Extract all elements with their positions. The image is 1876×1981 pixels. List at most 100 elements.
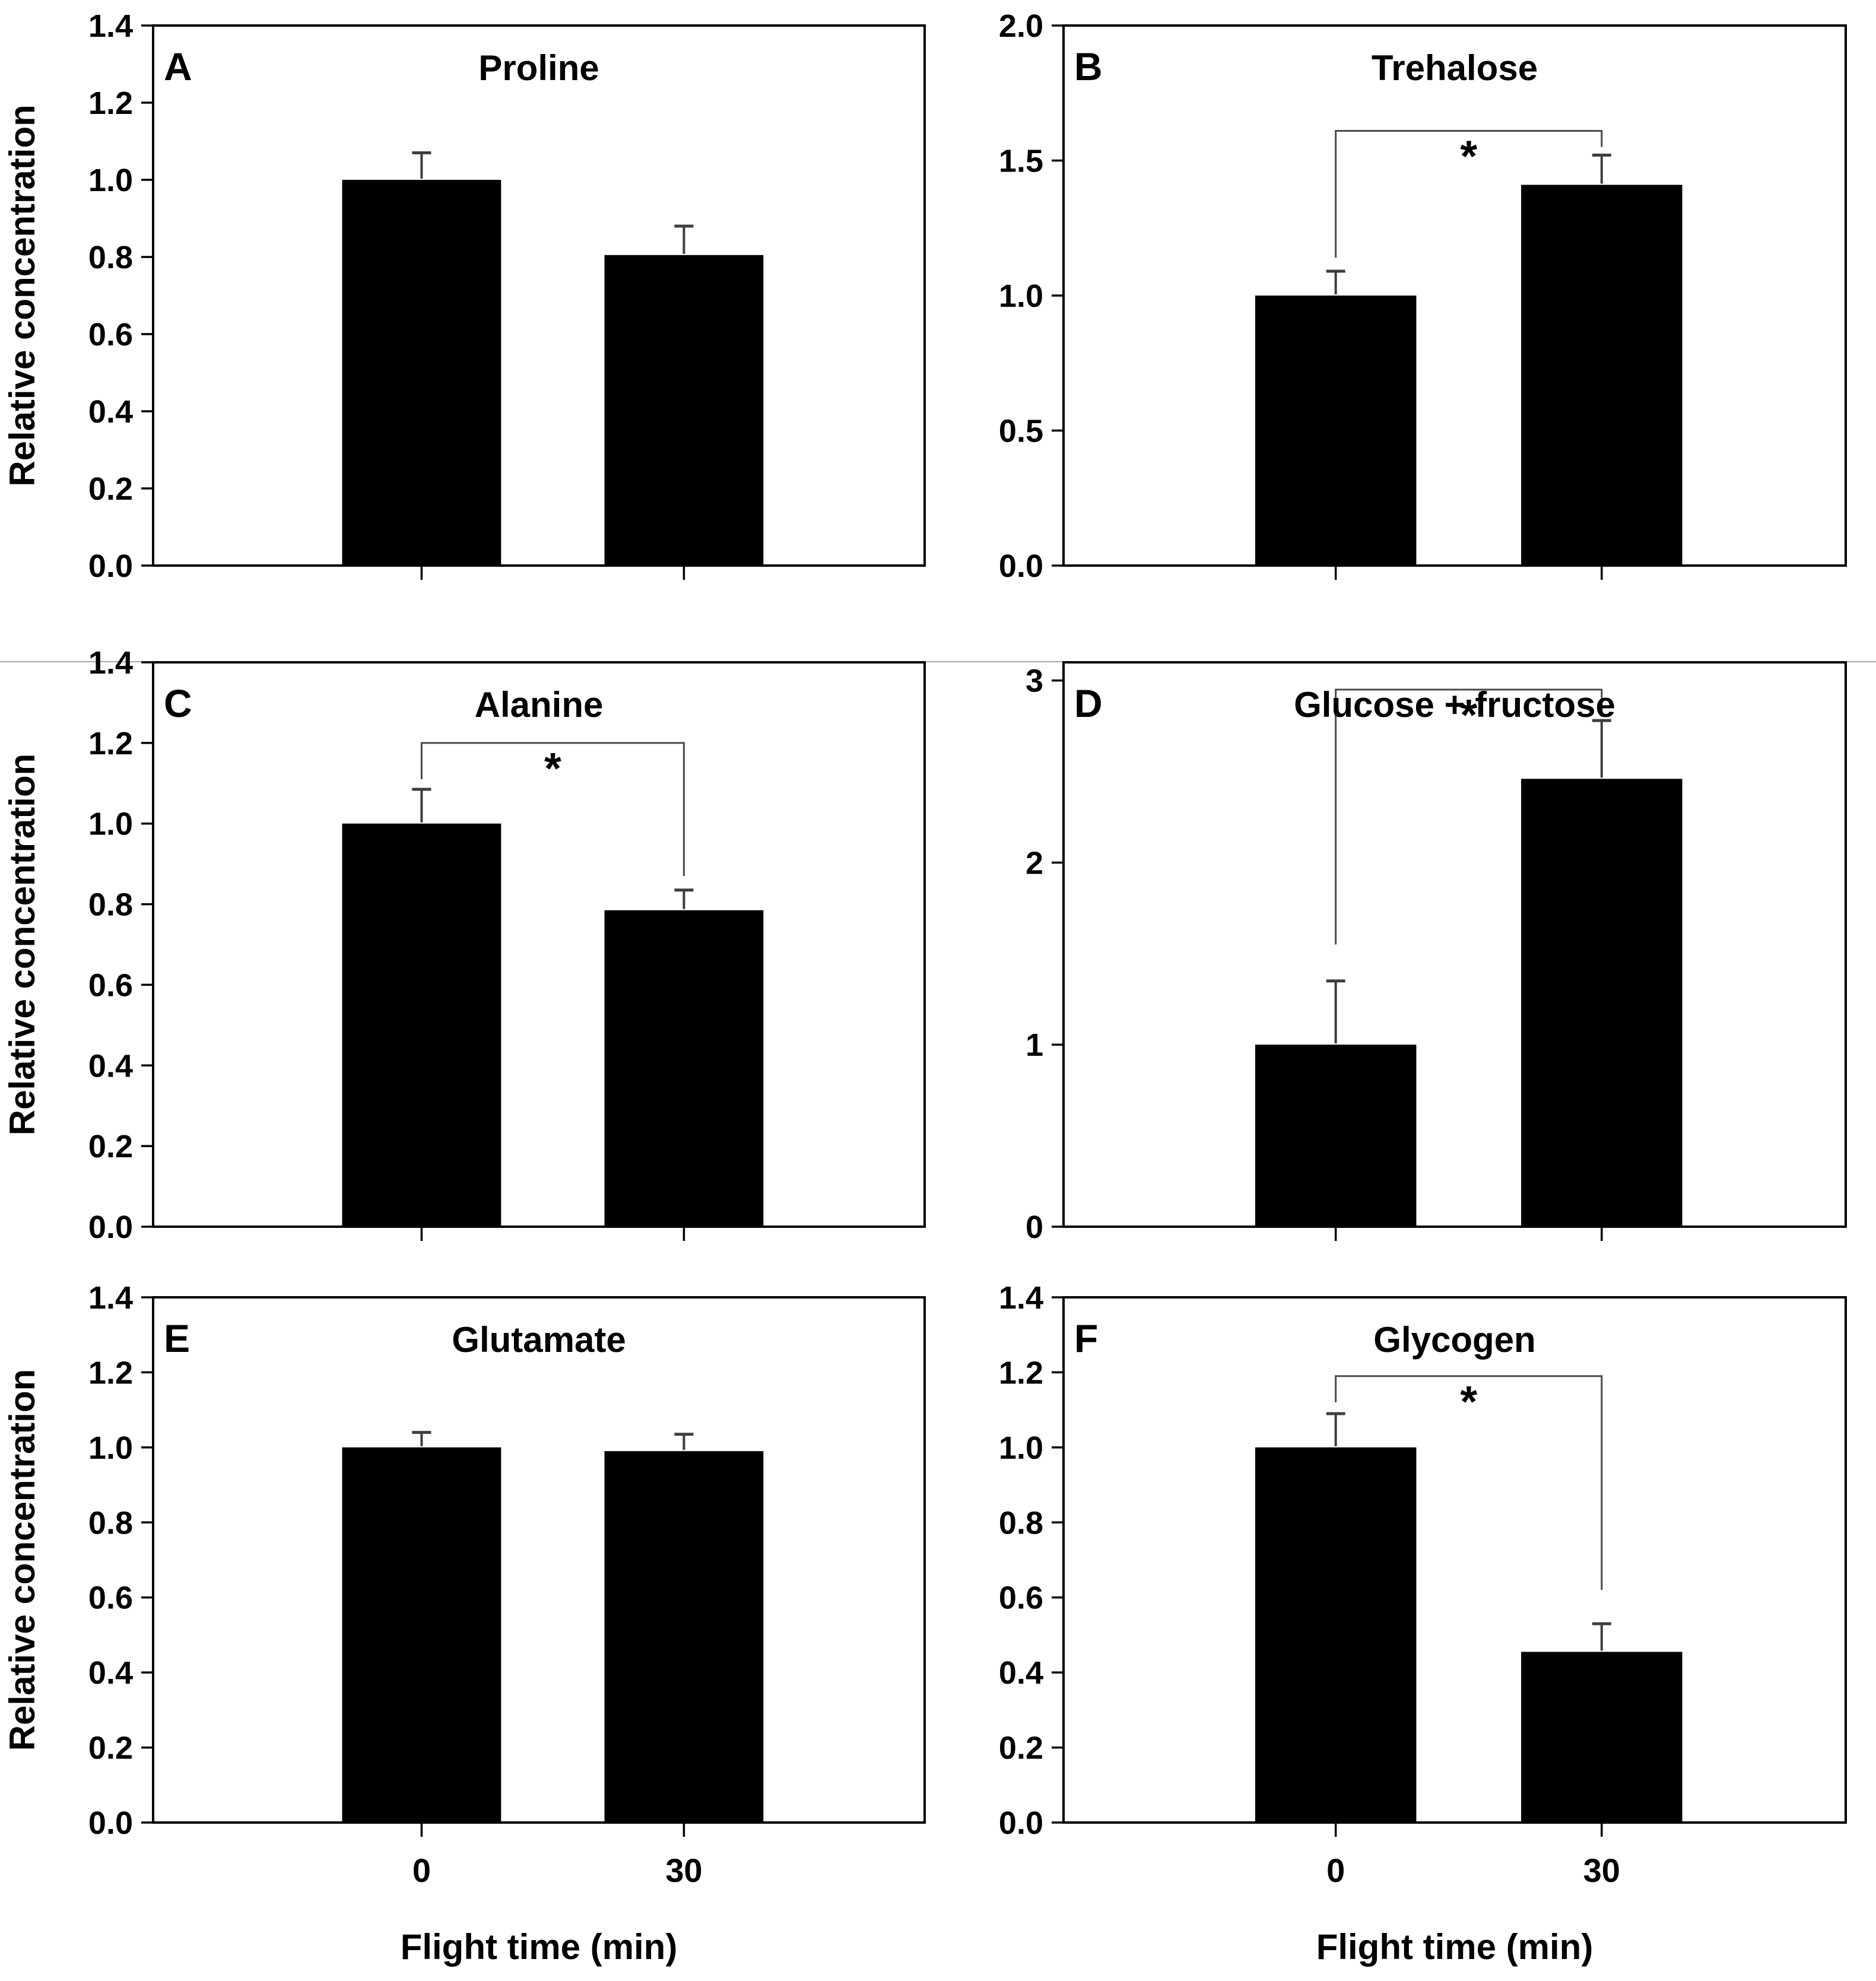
y-tick-label: 0.2 bbox=[88, 1129, 133, 1164]
y-tick-label: 1.5 bbox=[999, 144, 1043, 179]
y-tick-label: 1.4 bbox=[88, 1280, 133, 1316]
plot-frame bbox=[1062, 24, 1847, 567]
y-tick-label: 0 bbox=[1026, 1209, 1043, 1245]
panel-title: Glycogen bbox=[1373, 1320, 1535, 1360]
bar-proline-30min bbox=[604, 255, 764, 566]
significance-bracket bbox=[1335, 129, 1603, 258]
y-tick-label: 0.0 bbox=[999, 1805, 1043, 1841]
y-tick-label: 0.4 bbox=[88, 394, 133, 430]
bar-glucose-fructose-0min bbox=[1255, 1045, 1417, 1227]
panel-alanine: 0.0 0.2 0.4 0.6 0.8 1.0 1.2 1.4 * C Alanine Relativ… bbox=[0, 623, 938, 1276]
y-tick-label: 1.2 bbox=[88, 85, 133, 121]
bar-alanine-0min bbox=[342, 823, 501, 1227]
chart-e-svg: 0.0 0.2 0.4 0.6 0.8 1.0 1.2 1.4 0 30 E Glutamate Rel… bbox=[2, 1280, 926, 1967]
y-tick-label: 1.0 bbox=[88, 1430, 133, 1466]
y-tick-label: 1.0 bbox=[88, 163, 133, 198]
panel-title: Proline bbox=[478, 48, 599, 88]
significance-asterisk: * bbox=[1460, 131, 1477, 180]
significance-asterisk: * bbox=[1460, 690, 1477, 739]
chart-f-svg: 0.0 0.2 0.4 0.6 0.8 1.0 1.2 1.4 0 30 * F Glycogen Fli… bbox=[999, 1280, 1847, 1967]
bar-glutamate-30min bbox=[604, 1451, 764, 1823]
y-tick-label: 0.6 bbox=[999, 1580, 1043, 1616]
panel-letter: D bbox=[1074, 681, 1103, 725]
y-tick-label: 2.0 bbox=[999, 8, 1043, 44]
y-axis-title: Relative concentration bbox=[2, 1369, 42, 1751]
y-tick-label: 1.0 bbox=[999, 278, 1043, 314]
plot-frame bbox=[152, 661, 926, 1228]
x-axis-title: Flight time (min) bbox=[1316, 1927, 1594, 1967]
x-tick-label: 0 bbox=[1326, 1852, 1345, 1889]
y-tick-label: 1.2 bbox=[88, 726, 133, 761]
panel-title: Glutamate bbox=[452, 1320, 626, 1360]
y-tick-label: 1.2 bbox=[999, 1355, 1043, 1390]
y-tick-label: 0.0 bbox=[88, 548, 133, 584]
chart-a-svg: 0.0 0.2 0.4 0.6 0.8 1.0 1.2 1.4 A Proline Relative… bbox=[2, 8, 926, 584]
y-tick-label: 1.4 bbox=[88, 8, 133, 44]
y-tick-label: 1.0 bbox=[88, 807, 133, 842]
panel-glutamate: 0.0 0.2 0.4 0.6 0.8 1.0 1.2 1.4 0 30 E Glutamate Rel… bbox=[0, 1276, 938, 1981]
y-tick-label: 0.2 bbox=[999, 1731, 1043, 1766]
panel-seam-line bbox=[0, 661, 1876, 662]
x-tick-label: 30 bbox=[1583, 1852, 1620, 1889]
y-tick-label: 0.4 bbox=[88, 1048, 133, 1084]
y-tick-label: 0.6 bbox=[88, 317, 133, 353]
y-tick-label: 0.6 bbox=[88, 967, 133, 1003]
significance-bracket bbox=[1335, 1375, 1603, 1590]
bar-trehalose-30min bbox=[1521, 185, 1683, 566]
y-tick-label: 0.0 bbox=[88, 1805, 133, 1841]
panel-letter: B bbox=[1074, 45, 1103, 88]
panel-letter: E bbox=[164, 1316, 190, 1360]
significance-asterisk: * bbox=[544, 744, 561, 793]
bar-glutamate-0min bbox=[342, 1447, 501, 1823]
panel-row-3: 0.0 0.2 0.4 0.6 0.8 1.0 1.2 1.4 0 30 E Glutamate Rel… bbox=[0, 1276, 1876, 1981]
y-tick-label: 1.2 bbox=[88, 1355, 133, 1390]
plot-frame bbox=[1062, 1296, 1847, 1824]
y-tick-label: 1 bbox=[1026, 1027, 1043, 1063]
y-tick-label: 0.2 bbox=[88, 1731, 133, 1766]
chart-b-svg: 0.0 0.5 1.0 1.5 2.0 * B Trehalose bbox=[999, 8, 1847, 584]
y-tick-label: 1.4 bbox=[88, 645, 133, 681]
y-tick-label: 0.4 bbox=[999, 1655, 1043, 1691]
plot-frame bbox=[152, 1296, 926, 1824]
y-axis-title: Relative concentration bbox=[2, 104, 42, 487]
y-tick-label: 3 bbox=[1026, 663, 1043, 699]
panel-proline: 0.0 0.2 0.4 0.6 0.8 1.0 1.2 1.4 A Proline Relative… bbox=[0, 0, 938, 623]
y-tick-label: 0.0 bbox=[88, 1209, 133, 1245]
bar-trehalose-0min bbox=[1255, 296, 1417, 566]
panel-letter: A bbox=[164, 45, 192, 88]
x-tick-label: 0 bbox=[412, 1852, 431, 1889]
y-tick-label: 0.6 bbox=[88, 1580, 133, 1616]
panel-letter: F bbox=[1074, 1316, 1098, 1360]
y-axis-title: Relative concentration bbox=[2, 754, 42, 1136]
panel-letter: C bbox=[164, 681, 192, 725]
y-tick-label: 0.8 bbox=[88, 240, 133, 275]
panel-trehalose: 0.0 0.5 1.0 1.5 2.0 * B Trehalose bbox=[938, 0, 1876, 623]
y-tick-label: 0.8 bbox=[88, 1505, 133, 1541]
panel-title: Glucose + fructose bbox=[1294, 685, 1615, 725]
y-tick-label: 1.4 bbox=[999, 1280, 1043, 1316]
bar-glycogen-0min bbox=[1255, 1447, 1417, 1823]
chart-c-svg: 0.0 0.2 0.4 0.6 0.8 1.0 1.2 1.4 * C Alanine Relativ… bbox=[2, 645, 926, 1245]
plot-frame bbox=[152, 24, 926, 567]
significance-bracket bbox=[1335, 688, 1603, 945]
bar-proline-0min bbox=[342, 180, 501, 566]
x-tick-label: 30 bbox=[665, 1852, 702, 1889]
panel-row-1: 0.0 0.2 0.4 0.6 0.8 1.0 1.2 1.4 A Proline Relative… bbox=[0, 0, 1876, 623]
plot-frame bbox=[1062, 661, 1847, 1228]
panel-glycogen: 0.0 0.2 0.4 0.6 0.8 1.0 1.2 1.4 0 30 * F Glycogen Fli… bbox=[938, 1276, 1876, 1981]
x-axis-title: Flight time (min) bbox=[401, 1927, 678, 1967]
significance-asterisk: * bbox=[1460, 1377, 1477, 1426]
y-tick-label: 0.8 bbox=[88, 887, 133, 923]
bar-glycogen-30min bbox=[1521, 1652, 1683, 1823]
y-tick-label: 0.5 bbox=[999, 414, 1043, 449]
chart-d-svg: 0 1 2 3 * D Glucose + fructose bbox=[1026, 661, 1847, 1245]
panel-title: Trehalose bbox=[1372, 48, 1538, 88]
y-tick-label: 2 bbox=[1026, 845, 1043, 881]
y-tick-label: 0.0 bbox=[999, 548, 1043, 584]
bar-glucose-fructose-30min bbox=[1521, 779, 1683, 1227]
y-tick-label: 1.0 bbox=[999, 1430, 1043, 1466]
y-tick-label: 0.8 bbox=[999, 1505, 1043, 1541]
panel-glucose-fructose: 0 1 2 3 * D Glucose + fructose bbox=[938, 623, 1876, 1276]
